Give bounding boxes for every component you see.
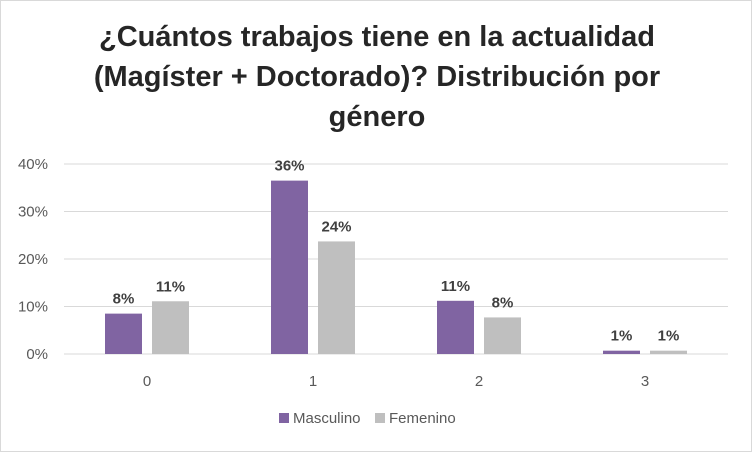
- data-label: 24%: [321, 218, 351, 235]
- bar-masculino-2: [437, 300, 474, 354]
- y-tick-label: 30%: [18, 204, 48, 221]
- bar-femenino-3: [650, 350, 687, 354]
- legend-label-masculino: Masculino: [293, 410, 361, 427]
- y-tick-label: 10%: [18, 299, 48, 316]
- data-label: 11%: [156, 278, 185, 295]
- x-tick-label: 3: [641, 373, 649, 390]
- bar-masculino-3: [603, 350, 640, 354]
- data-label: 8%: [113, 291, 135, 308]
- bar-femenino-0: [152, 301, 189, 354]
- y-tick-label: 40%: [18, 156, 48, 173]
- data-label: 1%: [658, 328, 680, 345]
- legend-swatch-masculino: [279, 413, 289, 423]
- x-tick-label: 1: [309, 373, 317, 390]
- y-tick-label: 0%: [26, 346, 48, 363]
- legend-swatch-femenino: [375, 413, 385, 423]
- bar-masculino-0: [105, 313, 142, 354]
- legend-label-femenino: Femenino: [389, 410, 456, 427]
- data-label: 1%: [611, 328, 633, 345]
- data-label: 11%: [441, 278, 470, 295]
- x-tick-label: 0: [143, 373, 151, 390]
- bar-femenino-1: [318, 241, 355, 354]
- data-label: 36%: [274, 158, 304, 175]
- x-tick-label: 2: [475, 373, 483, 390]
- data-label: 8%: [492, 294, 514, 311]
- y-tick-label: 20%: [18, 251, 48, 268]
- bar-masculino-1: [271, 180, 308, 354]
- bar-femenino-2: [484, 317, 521, 354]
- chart-title: ¿Cuántos trabajos tiene en la actualidad…: [93, 21, 661, 133]
